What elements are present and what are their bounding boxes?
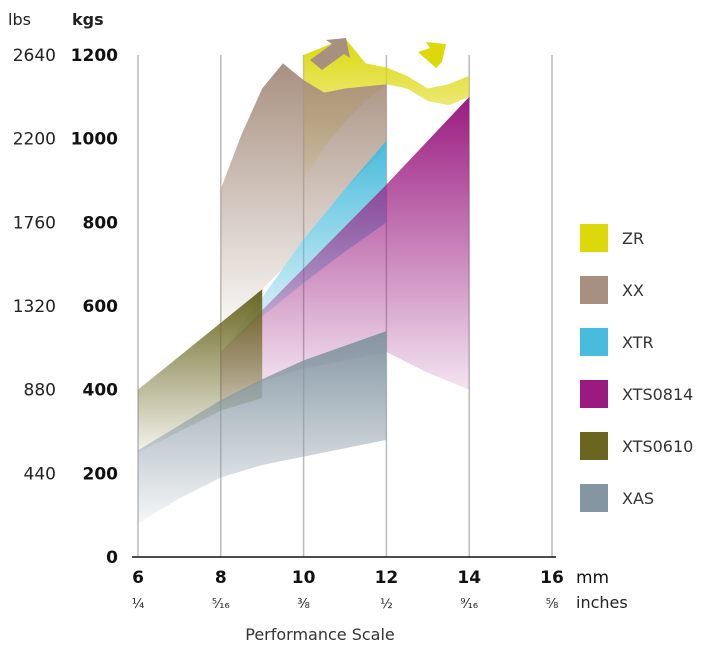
y-unit-right: kgs [72, 10, 104, 29]
y-tick-label-kgs: 400 [83, 381, 119, 401]
y-tick-label-lbs: 440 [24, 464, 56, 484]
x-unit-mm: mm [576, 568, 609, 588]
y-tick-label-lbs: 2200 [13, 130, 56, 150]
y-tick-label-kgs: 600 [83, 297, 119, 317]
x-tick-label-inches: ⅜ [297, 597, 310, 612]
y-tick-label-kgs: 0 [106, 548, 118, 568]
legend-label-xx: XX [622, 280, 644, 300]
area-xas [138, 331, 387, 524]
legend-item-xas: XAS [580, 472, 693, 524]
legend-swatch-xts0814 [580, 380, 608, 408]
legend-label-zr: ZR [622, 228, 645, 248]
arrow-icon [418, 42, 446, 68]
x-tick-label-inches: ⅝ [546, 597, 559, 612]
x-tick-label-mm: 8 [215, 568, 227, 588]
y-tick-label-kgs: 1000 [71, 130, 118, 150]
area-zr [303, 38, 470, 181]
y-tick-label-lbs: 1320 [13, 297, 56, 317]
x-unit-inches: inches [576, 593, 628, 612]
x-tick-label-inches: ⁹⁄₁₆ [460, 597, 478, 612]
x-tick-label-mm: 6 [132, 568, 144, 588]
legend-swatch-xts0610 [580, 432, 608, 460]
legend-swatch-zr [580, 224, 608, 252]
x-tick-label-mm: 12 [375, 568, 399, 588]
legend-item-xtr: XTR [580, 316, 693, 368]
x-tick-label-inches: ⁵⁄₁₆ [212, 597, 230, 612]
area-xx [220, 63, 387, 323]
y-tick-label-kgs: 800 [83, 213, 119, 233]
legend-item-zr: ZR [580, 212, 693, 264]
y-tick-label-lbs: 1760 [13, 213, 56, 233]
y-tick-label-kgs: 200 [83, 464, 119, 484]
legend-label-xts0814: XTS0814 [622, 384, 694, 404]
legend-swatch-xx [580, 276, 608, 304]
area-xts0814 [220, 96, 470, 403]
legend-swatch-xas [580, 484, 608, 512]
y-unit-left: lbs [8, 10, 31, 29]
legend-item-xts0610: XTS0610 [580, 420, 693, 472]
y-tick-label-lbs: 880 [24, 381, 56, 401]
legend-item-xts0814: XTS0814 [580, 368, 693, 420]
legend-label-xts0610: XTS0610 [622, 436, 694, 456]
y-tick-label-lbs: 2640 [13, 46, 56, 66]
legend: ZR XX XTR XTS0814 XTS0610 XAS [580, 212, 693, 524]
x-tick-label-mm: 10 [292, 568, 316, 588]
arrow-icon [310, 38, 350, 70]
x-tick-label-mm: 16 [540, 568, 564, 588]
area-xts0610 [138, 289, 263, 453]
legend-label-xtr: XTR [622, 332, 654, 352]
x-tick-label-inches: ¼ [132, 597, 145, 612]
legend-item-xx: XX [580, 264, 693, 316]
legend-label-xas: XAS [622, 488, 655, 508]
x-tick-label-mm: 14 [457, 568, 481, 588]
y-tick-label-kgs: 1200 [71, 46, 118, 66]
x-tick-label-inches: ½ [380, 597, 393, 612]
legend-swatch-xtr [580, 328, 608, 356]
x-axis-title: Performance Scale [245, 625, 395, 644]
